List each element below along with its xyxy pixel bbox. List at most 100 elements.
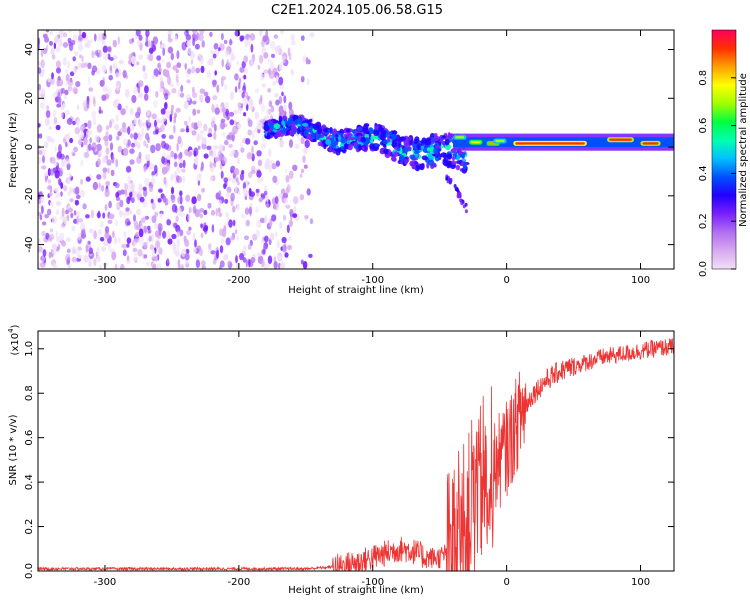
- spectrogram-signal-cell: [346, 128, 351, 133]
- spectrogram-noise-cell: [250, 43, 254, 53]
- spectrogram-noise-cell: [175, 73, 179, 83]
- spectrogram-noise-cell: [220, 170, 224, 179]
- spectrogram-noise-cell: [104, 188, 110, 197]
- spectrogram-noise-cell: [282, 214, 287, 221]
- spectrogram-noise-cell: [109, 65, 113, 71]
- spectrogram-noise-cell: [126, 196, 131, 205]
- spectrogram-noise-cell: [172, 65, 178, 71]
- spectrogram-signal-cell: [363, 141, 370, 146]
- spectrogram-noise-cell: [85, 176, 91, 182]
- spectrogram-signal-cell: [331, 149, 336, 153]
- spectrogram-signal-cell: [294, 119, 299, 125]
- spectrogram-noise-cell: [117, 145, 122, 153]
- spectrogram-noise-cell: [42, 96, 46, 101]
- spectrogram-noise-cell: [244, 235, 249, 241]
- spectrogram-noise-cell: [118, 236, 121, 244]
- spectrogram-signal-cell: [382, 144, 387, 148]
- spectrogram-noise-cell: [166, 61, 172, 69]
- spectrogram-signal-cell: [317, 133, 322, 138]
- spectrogram-noise-cell: [243, 245, 247, 252]
- spectrogram-noise-cell: [74, 51, 79, 57]
- spectrogram-noise-cell: [42, 33, 48, 39]
- spectrogram-noise-cell: [77, 43, 84, 52]
- spectrogram-noise-cell: [99, 237, 105, 242]
- spectrogram-noise-cell: [231, 178, 236, 184]
- spectrogram-noise-cell: [70, 212, 74, 219]
- spectrogram-noise-cell: [40, 195, 45, 204]
- spectrogram-noise-cell: [179, 92, 185, 98]
- spectrogram-noise-cell: [214, 123, 217, 132]
- spectrogram-noise-cell: [86, 100, 90, 109]
- spectrogram-noise-cell: [234, 229, 238, 235]
- x-tick-label: -300: [94, 275, 117, 286]
- spectrogram-noise-cell: [234, 176, 239, 183]
- spectrogram-noise-cell: [49, 201, 54, 207]
- spectrogram-noise-cell: [199, 208, 205, 213]
- spectrogram-noise-cell: [224, 50, 230, 58]
- spectrogram-noise-cell: [177, 88, 181, 98]
- spectrogram-noise-cell: [98, 49, 102, 58]
- spectrogram-noise-cell: [224, 253, 229, 260]
- spectrogram-noise-cell: [257, 178, 263, 183]
- spectrogram-noise-cell: [220, 237, 224, 245]
- spectrogram-noise-cell: [304, 139, 310, 149]
- spectrogram-noise-cell: [114, 220, 118, 226]
- spectrogram-noise-cell: [38, 90, 41, 98]
- spectrogram-noise-cell: [158, 188, 163, 193]
- spectrogram-noise-cell: [182, 159, 186, 169]
- spectrogram-noise-cell: [91, 111, 96, 119]
- spectrogram-noise-cell: [301, 168, 304, 174]
- spectrogram-noise-cell: [48, 251, 52, 259]
- spectrogram-noise-cell: [257, 64, 261, 70]
- spectrogram-signal-cell: [426, 147, 431, 152]
- spectrogram-noise-cell: [80, 223, 86, 230]
- spectrogram-noise-cell: [47, 179, 51, 184]
- spectrogram-noise-cell: [246, 181, 249, 188]
- spectrogram-noise-cell: [217, 207, 221, 213]
- spectrogram-noise-cell: [207, 133, 213, 138]
- spectrogram-noise-cell: [222, 145, 226, 152]
- spectrogram-noise-cell: [302, 55, 306, 63]
- spectrogram-signal-cell: [347, 143, 353, 151]
- spectrogram-noise-cell: [228, 60, 233, 68]
- spectrogram-noise-cell: [193, 150, 197, 157]
- spectrogram-carrier-core: [642, 142, 659, 145]
- spectrogram-noise-cell: [77, 254, 82, 259]
- spectrogram-noise-cell: [109, 57, 114, 61]
- spectrogram-noise-cell: [198, 32, 204, 42]
- spectrogram-noise-cell: [211, 224, 215, 233]
- spectrogram-noise-cell: [288, 52, 292, 61]
- spectrogram-noise-cell: [229, 131, 236, 136]
- spectrogram-noise-cell: [87, 62, 92, 69]
- spectrogram-noise-cell: [264, 185, 267, 192]
- colorbar-tick-label: 0.8: [698, 70, 709, 86]
- spectrogram-noise-cell: [240, 141, 244, 149]
- spectrogram-noise-cell: [268, 164, 272, 173]
- spectrogram-signal-cell: [395, 134, 401, 141]
- spectrogram-noise-cell: [53, 161, 58, 167]
- spectrogram-noise-cell: [152, 44, 157, 52]
- spectrogram-noise-cell: [159, 213, 163, 219]
- spectrogram-noise-cell: [73, 146, 78, 153]
- spectrogram-noise-cell: [253, 140, 258, 146]
- spectrogram-noise-cell: [49, 40, 53, 46]
- spectrogram-signal-cell: [330, 143, 335, 148]
- spectrogram-noise-cell: [240, 147, 245, 153]
- spectrogram-noise-cell: [249, 102, 254, 111]
- spectrogram-noise-cell: [262, 249, 266, 255]
- spectrogram-noise-cell: [143, 93, 149, 102]
- spectrogram-noise-cell: [224, 222, 229, 227]
- spectrogram-noise-cell: [96, 124, 103, 133]
- spectrogram-noise-cell: [105, 147, 110, 155]
- x-tick-label: -200: [227, 275, 250, 286]
- spectrogram-noise-cell: [105, 180, 110, 187]
- spectrogram-noise-cell: [174, 35, 178, 42]
- spectrogram-noise-cell: [101, 65, 107, 73]
- spectrogram-noise-cell: [285, 175, 290, 183]
- spectrogram-noise-cell: [248, 206, 252, 215]
- spectrogram-noise-cell: [161, 156, 166, 164]
- spectrogram-noise-cell: [200, 223, 204, 229]
- spectrogram-noise-cell: [235, 255, 238, 264]
- spectrogram-noise-cell: [158, 247, 163, 255]
- spectrogram-noise-cell: [74, 127, 81, 135]
